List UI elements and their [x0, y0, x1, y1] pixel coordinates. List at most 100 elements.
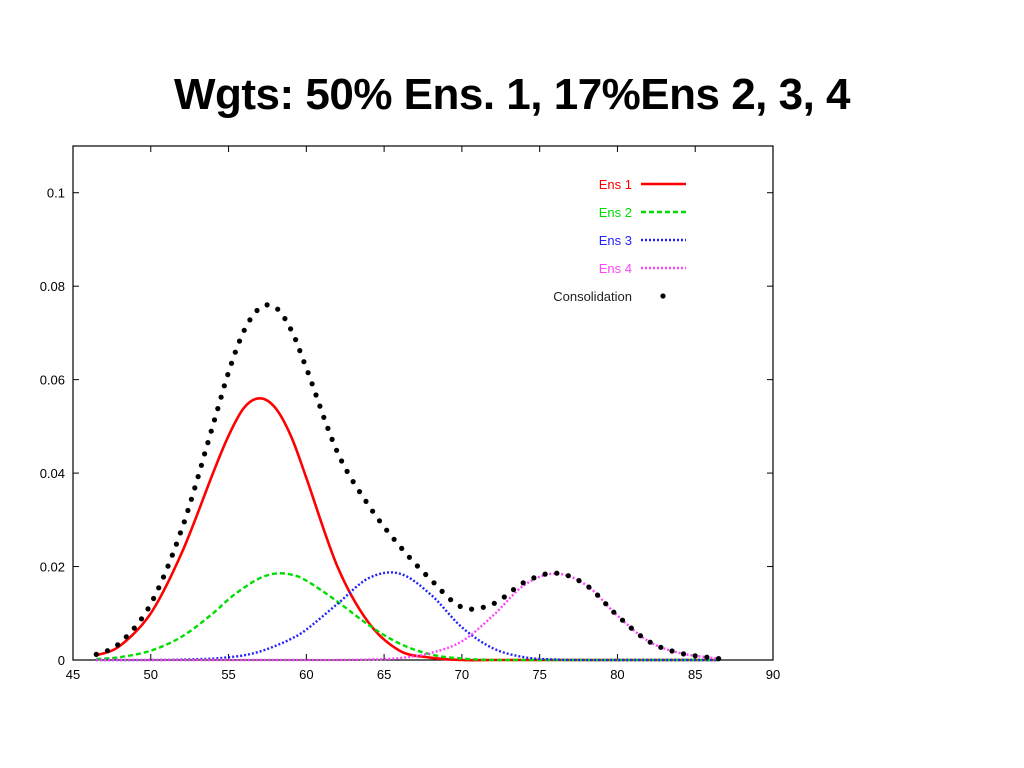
consolidation-point	[202, 451, 208, 457]
consolidation-point	[423, 571, 429, 578]
consolidation-point	[309, 381, 315, 387]
consolidation-point	[288, 326, 294, 332]
plot-frame	[72, 145, 774, 661]
consolidation-point	[192, 485, 198, 491]
consolidation-point	[317, 403, 323, 409]
series-consolidation-guide	[96, 305, 718, 659]
consolidation-point	[236, 338, 243, 344]
consolidation-point	[704, 654, 710, 660]
consolidation-point	[123, 634, 129, 640]
consolidation-point	[208, 428, 214, 434]
consolidation-point	[165, 563, 171, 569]
x-tick-label: 85	[688, 667, 702, 682]
consolidation-point	[247, 317, 253, 323]
consolidation-point	[356, 489, 363, 495]
consolidation-point	[376, 518, 383, 524]
series-ens-1-line	[95, 396, 719, 662]
consolidation-point	[531, 575, 537, 581]
consolidation-point	[692, 653, 698, 659]
consolidation-point	[160, 574, 167, 580]
consolidation-point	[448, 597, 454, 603]
consolidation-point	[221, 383, 227, 389]
consolidation-point	[611, 609, 617, 615]
consolidation-point	[225, 372, 231, 378]
consolidation-point	[138, 616, 145, 622]
consolidation-point	[131, 625, 137, 631]
consolidation-point	[232, 349, 238, 355]
series-ens-2-line	[96, 572, 719, 662]
x-tick-label: 60	[299, 667, 313, 682]
consolidation-point	[391, 536, 397, 542]
y-tick-label: 0.08	[40, 279, 65, 294]
consolidation-point	[321, 414, 327, 420]
consolidation-point	[218, 394, 224, 400]
series-ens-4-line	[96, 572, 719, 662]
y-tick-label: 0.02	[40, 560, 65, 575]
consolidation-point	[647, 639, 653, 645]
legend: Ens 1 Ens 2 Ens 3 Ens 4 Consolidation	[553, 177, 686, 304]
consolidation-point	[510, 587, 517, 593]
consolidation-point	[542, 571, 548, 577]
consolidation-point	[173, 541, 179, 547]
consolidation-point	[181, 519, 187, 525]
consolidation-point	[215, 406, 221, 412]
consolidation-point	[637, 633, 644, 639]
x-tick-label: 90	[766, 667, 780, 682]
consolidation-point	[716, 656, 722, 662]
y-tick-label: 0	[58, 653, 65, 668]
consolidation-point	[576, 578, 582, 584]
consolidation-point	[501, 594, 507, 600]
consolidation-point	[211, 417, 218, 423]
consolidation-point	[406, 554, 412, 560]
x-tick-label: 80	[610, 667, 624, 682]
consolidation-point	[93, 651, 99, 658]
consolidation-point	[264, 302, 270, 308]
legend-label-ens-3: Ens 3	[599, 233, 632, 248]
consolidation-point	[384, 527, 390, 533]
x-tick-label: 70	[455, 667, 469, 682]
consolidation-point	[293, 337, 299, 343]
consolidation-point	[228, 360, 235, 366]
legend-swatch-consolidation	[660, 293, 666, 299]
consolidation-point	[301, 359, 307, 365]
consolidation-point	[334, 447, 340, 453]
density-chart: 45 50 55 60 65 70 75 80 85 90 0 0.02 0.04 0.06 0.08 0.1…	[40, 145, 780, 682]
chart-container: 45 50 55 60 65 70 75 80 85 90 0 0.02 0.04 0.06 0.08 0.1…	[0, 128, 1024, 688]
consolidation-point	[325, 425, 331, 431]
consolidation-point	[205, 440, 211, 446]
series-ens-3-line	[96, 571, 719, 662]
consolidation-point	[491, 600, 497, 606]
consolidation-point	[195, 474, 201, 480]
consolidation-point	[104, 648, 111, 654]
consolidation-point	[177, 530, 183, 536]
consolidation-point	[619, 617, 626, 623]
consolidation-point	[520, 580, 526, 586]
x-tick-label: 55	[221, 667, 235, 682]
consolidation-point	[188, 496, 194, 502]
y-tick-label: 0.1	[47, 186, 65, 201]
consolidation-point	[156, 585, 162, 591]
consolidation-point	[115, 642, 121, 648]
consolidation-point	[480, 604, 486, 610]
x-tick-label: 45	[66, 667, 80, 682]
consolidation-point	[439, 588, 445, 594]
slide-title: Wgts: 50% Ens. 1, 17%Ens 2, 3, 4	[173, 70, 851, 119]
axes: 45 50 55 60 65 70 75 80 85 90 0 0.02 0.04 0.06 0.08 0.1	[40, 146, 780, 682]
x-tick-label: 50	[144, 667, 158, 682]
consolidation-point	[414, 563, 420, 569]
consolidation-point	[669, 648, 675, 654]
consolidation-point	[297, 348, 303, 354]
consolidation-point	[305, 370, 311, 376]
x-tick-label: 75	[532, 667, 546, 682]
consolidation-point	[658, 644, 664, 650]
consolidation-point	[457, 603, 463, 609]
y-tick-label: 0.06	[40, 373, 65, 388]
consolidation-point	[151, 595, 157, 602]
consolidation-point	[344, 468, 350, 474]
consolidation-point	[241, 327, 247, 333]
consolidation-point	[350, 479, 356, 485]
consolidation-point	[145, 606, 151, 612]
legend-label-ens-2: Ens 2	[599, 205, 632, 220]
legend-label-ens-4: Ens 4	[599, 261, 632, 276]
consolidation-point	[370, 508, 376, 514]
